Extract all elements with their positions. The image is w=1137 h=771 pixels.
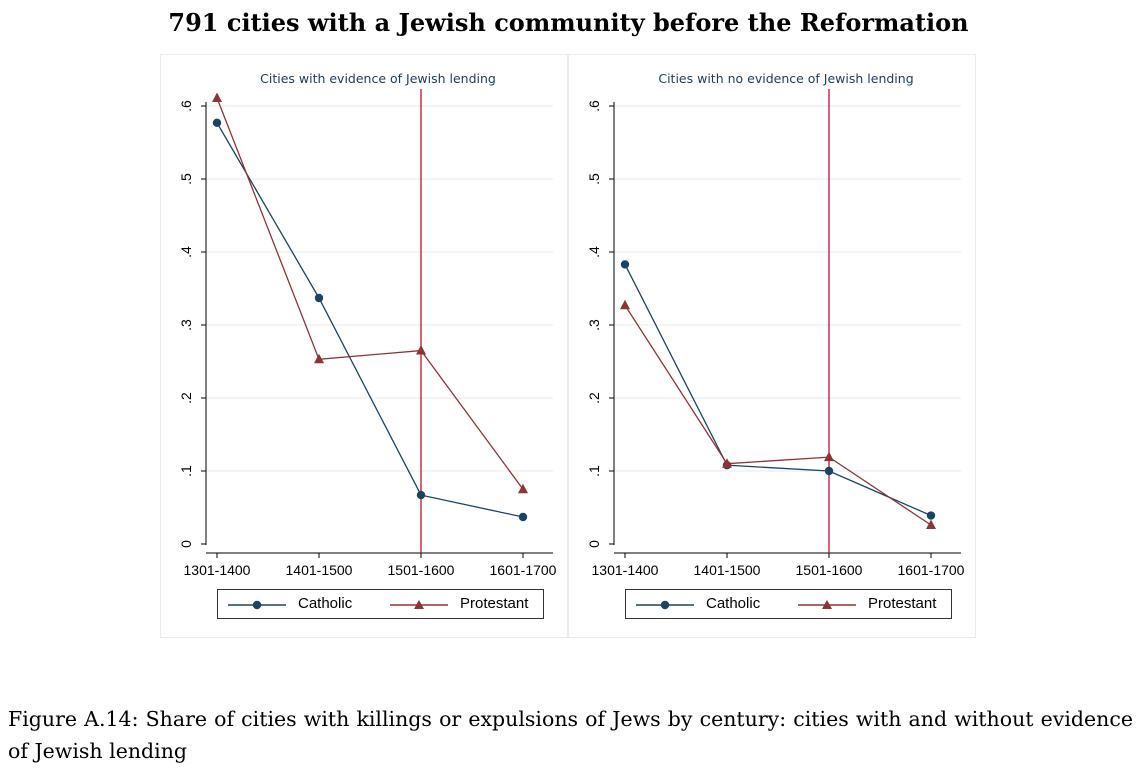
- right-protestant-point: [926, 519, 936, 530]
- left-catholic-point: [314, 293, 324, 303]
- right-series-catholic-line: [624, 264, 932, 517]
- right-panel-title: Cities with no evidence of Jewish lendin…: [658, 71, 914, 86]
- right-y-tick-label: .3: [586, 319, 602, 331]
- right-catholic-point: [926, 511, 936, 520]
- right-x-tick-label: 1501-1600: [796, 562, 863, 578]
- left-y-tick-label: .2: [178, 392, 194, 404]
- catholic-legend-marker-icon: [228, 600, 286, 610]
- left-series-protestant-line: [216, 97, 524, 490]
- left-x-tick-label: 1501-1600: [388, 562, 455, 578]
- left-chart-panel: Cities with evidence of Jewish lending 0…: [160, 54, 568, 638]
- protestant-legend-marker-icon: [390, 600, 448, 609]
- left-y-tick-label: .1: [178, 465, 194, 477]
- right-legend: Catholic Protestant: [625, 589, 952, 619]
- right-y-tick-label: .5: [586, 173, 602, 185]
- left-legend-protestant-label: Protestant: [460, 595, 529, 612]
- right-x-tick-label: 1301-1400: [592, 562, 659, 578]
- figure-title: 791 cities with a Jewish community befor…: [168, 8, 969, 37]
- catholic-legend-marker-icon: [636, 600, 694, 610]
- right-y-tick-label: 0: [586, 540, 602, 548]
- right-y-tick-label: .2: [586, 392, 602, 404]
- right-protestant-point: [722, 458, 732, 468]
- left-legend: Catholic Protestant: [217, 589, 544, 619]
- right-y-tick-label: .6: [586, 100, 602, 112]
- left-series-catholic-line: [216, 122, 524, 518]
- left-catholic-point: [212, 118, 222, 127]
- left-legend-catholic-label: Catholic: [298, 595, 353, 612]
- left-protestant-point: [314, 353, 324, 364]
- protestant-legend-marker-icon: [798, 600, 856, 609]
- left-protestant-point: [416, 345, 426, 355]
- left-y-tick-label: .5: [178, 173, 194, 185]
- right-y-tick-label: .1: [586, 465, 602, 477]
- right-chart-plot: 0 .1 .2 .3 .4 .5 .6 1301-1400 1401-1500 1501-1600…: [586, 89, 965, 578]
- right-legend-catholic-label: Catholic: [706, 595, 761, 612]
- left-x-tick-label: 1601-1700: [490, 562, 557, 578]
- left-protestant-point: [518, 483, 528, 494]
- left-chart-plot: 0 .1 .2 .3 .4 .5 .6 1301-1400 1401-1500 1501-1600…: [178, 89, 557, 578]
- left-catholic-point: [416, 490, 426, 500]
- left-y-tick-label: .4: [178, 246, 194, 258]
- right-catholic-point: [620, 260, 630, 269]
- right-chart-panel: Cities with no evidence of Jewish lendin…: [568, 54, 976, 638]
- left-y-tick-label: 0: [178, 540, 194, 548]
- right-x-tick-label: 1401-1500: [694, 562, 761, 578]
- figure-caption: Figure A.14: Share of cities with killin…: [8, 707, 1133, 763]
- right-protestant-point: [824, 451, 834, 462]
- left-y-tick-label: .6: [178, 100, 194, 112]
- right-series-protestant-line: [624, 304, 932, 526]
- left-protestant-point: [212, 92, 222, 102]
- right-x-tick-label: 1601-1700: [898, 562, 965, 578]
- left-catholic-point: [518, 512, 528, 522]
- left-panel-title: Cities with evidence of Jewish lending: [260, 71, 496, 86]
- left-x-tick-label: 1401-1500: [286, 562, 353, 578]
- right-y-tick-label: .4: [586, 246, 602, 258]
- right-protestant-point: [620, 299, 630, 310]
- left-y-tick-label: .3: [178, 319, 194, 331]
- left-x-tick-label: 1301-1400: [184, 562, 251, 578]
- right-legend-protestant-label: Protestant: [868, 595, 937, 612]
- right-catholic-point: [824, 466, 834, 476]
